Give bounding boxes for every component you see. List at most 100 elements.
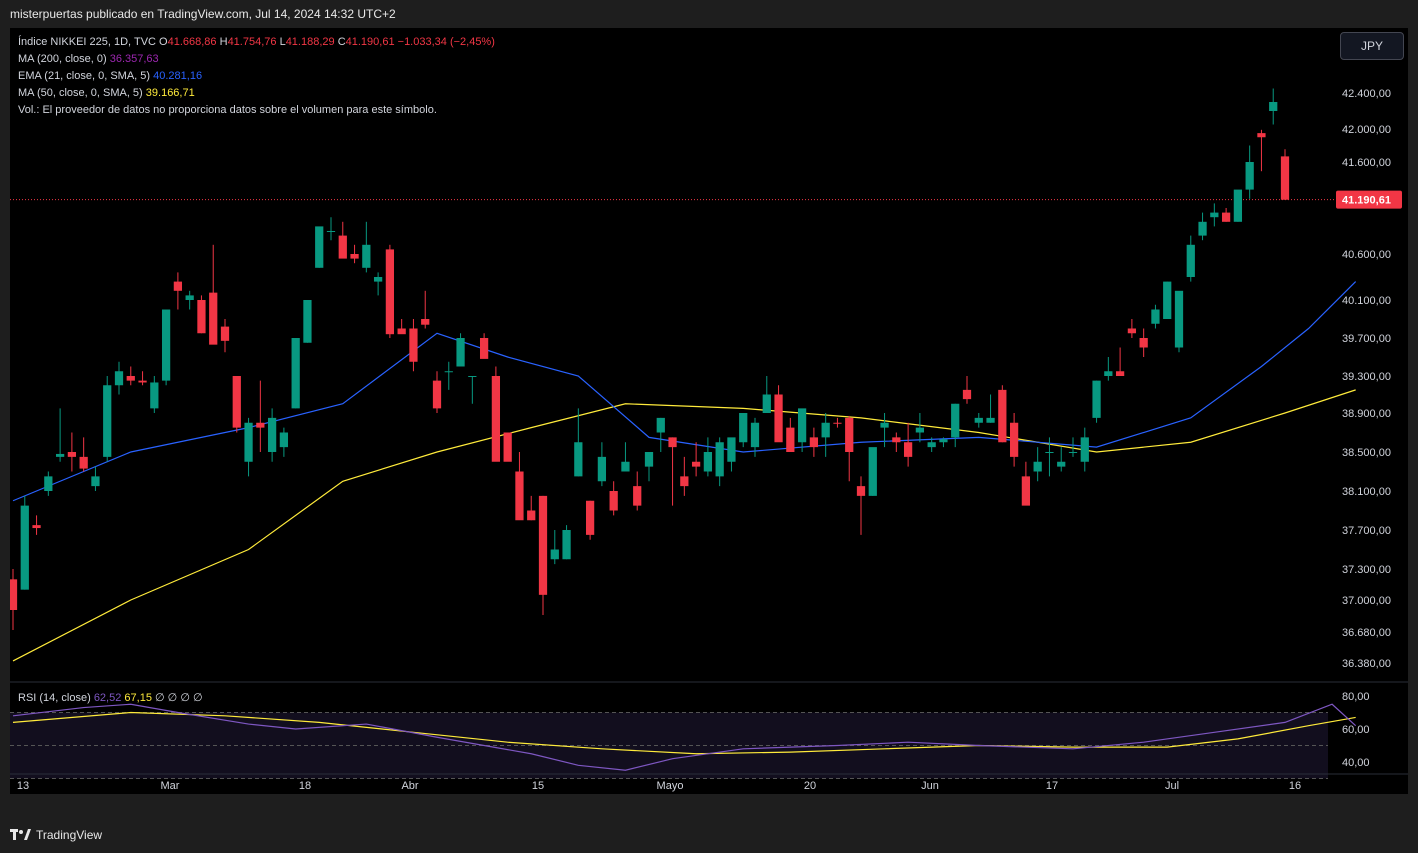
candle-body (574, 442, 583, 477)
candle-body (656, 417, 665, 433)
candle-body (1210, 212, 1219, 218)
close-label: C (337, 36, 346, 48)
candle-body (350, 254, 359, 259)
price-axis-tick: 42.000,00 (1342, 124, 1391, 136)
candle-body (585, 500, 595, 535)
candle-body (750, 422, 760, 448)
candle-body (150, 382, 159, 409)
time-axis-tick: Jul (1165, 780, 1179, 792)
currency-button[interactable]: JPY (1340, 32, 1404, 60)
candle-body (161, 309, 171, 381)
rsi-ma-line (12, 711, 1356, 755)
candle-body (338, 235, 347, 259)
tradingview-logo[interactable]: TradingView (10, 828, 102, 842)
rsi-empty-1: ∅ (155, 692, 165, 704)
price-axis-tick: 36.680,00 (1342, 627, 1391, 639)
candle-body (786, 427, 795, 452)
candle-body (727, 437, 736, 462)
time-axis-tick: 15 (532, 780, 544, 792)
volume-row[interactable]: Vol.: El proveedor de datos no proporcio… (18, 102, 495, 119)
candle-body (739, 413, 748, 443)
candle-body (209, 292, 218, 345)
ma200-row[interactable]: MA (200, close, 0) 36.357,63 (18, 51, 495, 68)
candle-body (503, 432, 512, 462)
candle-body (562, 530, 571, 560)
rsi-value: 62,52 (93, 692, 122, 704)
volume-message: El proveedor de datos no proporciona dat… (42, 104, 437, 116)
high-label: H (219, 36, 228, 48)
candle-body (715, 442, 724, 477)
chart-legend: Índice NIKKEI 225, 1D, TVC O41.668,86 H4… (18, 34, 495, 119)
time-axis-tick: 20 (804, 780, 816, 792)
candle-body (385, 249, 395, 335)
candle-body (892, 437, 901, 443)
symbol-row: Índice NIKKEI 225, 1D, TVC O41.668,86 H4… (18, 34, 495, 51)
open-label: O (159, 36, 168, 48)
candle-body (91, 476, 100, 487)
candle-body (138, 380, 147, 383)
time-axis-tick: 16 (1289, 780, 1301, 792)
price-chart[interactable]: 42.400,00 42.000,00 41.600,00 40.600,00 40.1… (10, 28, 1408, 794)
candle-body (527, 510, 536, 521)
tradingview-logo-icon (10, 829, 31, 840)
time-axis-tick: 13 (17, 780, 29, 792)
candle-body (326, 231, 336, 232)
time-axis-tick: 17 (1046, 780, 1058, 792)
candle-body (267, 417, 277, 452)
candle-body (1151, 309, 1160, 324)
price-axis-tick: 38.900,00 (1342, 408, 1391, 420)
candle-body (397, 328, 406, 335)
candle-body (927, 442, 936, 448)
candle-body (373, 277, 383, 282)
candle-body (409, 328, 418, 362)
candle-body (67, 452, 77, 457)
price-axis-tick: 40.600,00 (1342, 249, 1391, 261)
candle-body (1233, 189, 1243, 222)
rsi-empty-3: ∅ (180, 692, 190, 704)
candle-body (903, 442, 913, 457)
candle-body (962, 389, 972, 400)
candle-body (621, 461, 630, 472)
candle-body (220, 326, 230, 341)
candle-body (444, 371, 453, 373)
candle-body (1163, 281, 1172, 319)
candle-body (315, 226, 324, 268)
candle-body (197, 300, 206, 334)
candle-body (1045, 452, 1054, 453)
chart-area[interactable]: 42.400,00 42.000,00 41.600,00 40.600,00 40.1… (10, 28, 1408, 794)
time-axis-tick: Abr (401, 780, 418, 792)
candle-body (303, 300, 312, 343)
candle-body (998, 389, 1007, 443)
ema21-label: EMA (21, close, 0, SMA, 5) (18, 70, 151, 82)
candle-body (691, 461, 701, 467)
price-axis-tick: 36.380,00 (1342, 658, 1391, 670)
candle-body (915, 427, 925, 433)
candle-body (44, 476, 53, 491)
candle-body (468, 376, 477, 377)
candle-body (633, 486, 642, 506)
candle-body (668, 437, 677, 448)
candle-body (1280, 156, 1290, 200)
ma50-label: MA (50, close, 0, SMA, 5) (18, 87, 143, 99)
ma50-row[interactable]: MA (50, close, 0, SMA, 5) 39.166,71 (18, 85, 495, 102)
candle-body (821, 422, 830, 438)
price-axis-tick: 38.500,00 (1342, 447, 1391, 459)
candle-body (1115, 371, 1125, 376)
candle-body (1068, 452, 1078, 453)
rsi-ma-value: 67,15 (124, 692, 152, 704)
ema21-row[interactable]: EMA (21, close, 0, SMA, 5) 40.281,16 (18, 68, 495, 85)
candle-body (515, 471, 524, 521)
ema21-value: 40.281,16 (153, 70, 203, 82)
candle-body (939, 439, 948, 443)
last-price-badge (1336, 190, 1402, 209)
candle-body (868, 447, 877, 496)
candle-body (1104, 371, 1113, 376)
candle-body (550, 549, 559, 560)
candle-body (609, 491, 618, 511)
candle-body (103, 385, 112, 457)
candle-body (845, 417, 854, 452)
time-axis-tick: Jun (921, 780, 939, 792)
ma50-line (12, 389, 1356, 662)
candle-body (951, 403, 960, 438)
candle-body (32, 525, 41, 529)
